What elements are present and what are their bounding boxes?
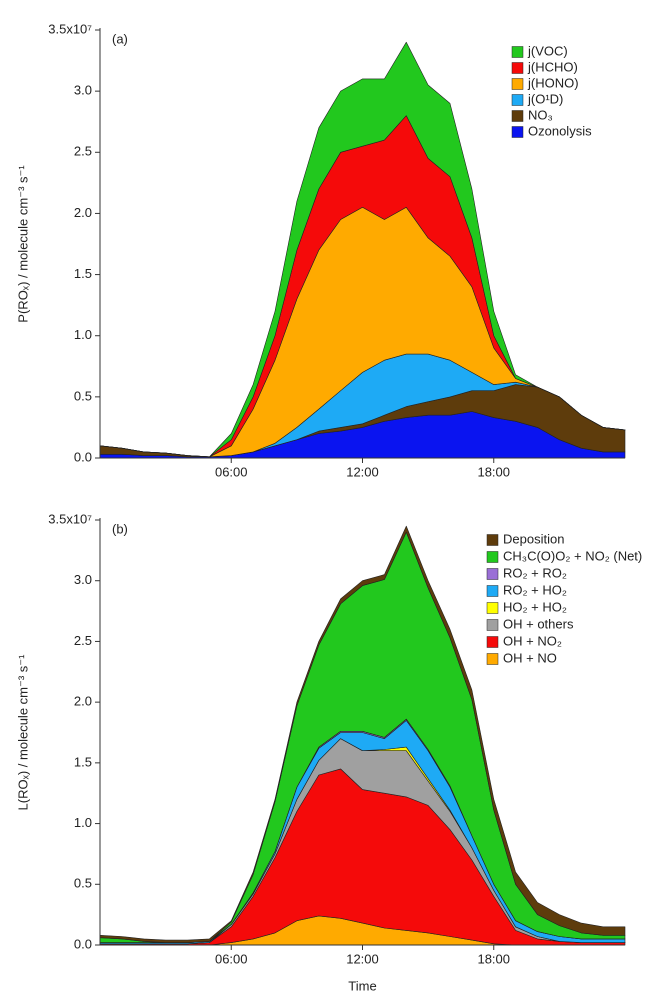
legend-label: OH + NO₂	[503, 633, 562, 648]
x-tick-label: 06:00	[215, 951, 248, 966]
y-tick-label: 2.0	[74, 205, 92, 220]
legend-label: OH + others	[503, 616, 574, 631]
y-tick-label: 1.5	[74, 266, 92, 281]
legend-swatch	[486, 653, 499, 665]
legend-swatch	[511, 94, 524, 106]
x-tick-label: 06:00	[215, 464, 248, 479]
y-tick-label: 1.0	[74, 327, 92, 342]
legend-swatch	[486, 568, 499, 580]
legend-swatch	[511, 78, 524, 90]
y-tick-label: 0.5	[74, 876, 92, 891]
legend-swatch	[486, 551, 499, 563]
legend-label: RO₂ + RO₂	[503, 565, 567, 580]
legend-swatch	[486, 636, 499, 648]
y-tick-label: 1.5	[74, 754, 92, 769]
legend-swatch	[511, 126, 524, 138]
y-axis-title: L(ROₓ) / molecule cm⁻³ s⁻¹	[15, 654, 30, 811]
legend-swatch	[486, 585, 499, 597]
legend-label: Ozonolysis	[528, 123, 592, 138]
y-tick-label: 0.5	[74, 388, 92, 403]
legend-swatch	[486, 534, 499, 546]
y-tick-label: 0.0	[74, 449, 92, 464]
legend-label: CH₃C(O)O₂ + NO₂ (Net)	[503, 548, 642, 563]
y-axis-title: P(ROₓ) / molecule cm⁻³ s⁻¹	[15, 165, 30, 323]
legend-label: j(O¹D)	[527, 91, 563, 106]
legend-label: RO₂ + HO₂	[503, 582, 567, 597]
x-tick-label: 12:00	[346, 464, 379, 479]
y-tick-label: 2.0	[74, 694, 92, 709]
legend-swatch	[511, 110, 524, 122]
legend-swatch	[486, 602, 499, 614]
legend-swatch	[511, 62, 524, 74]
y-tick-label: 3.5x10⁷	[48, 511, 92, 526]
legend-label: j(HONO)	[527, 75, 579, 90]
legend-swatch	[511, 46, 524, 58]
legend-label: Deposition	[503, 531, 564, 546]
y-tick-label: 3.0	[74, 572, 92, 587]
legend-label: OH + NO	[503, 650, 557, 665]
y-tick-label: 3.5x10⁷	[48, 21, 92, 36]
legend-label: j(VOC)	[527, 43, 568, 58]
panel-label: (a)	[112, 31, 128, 46]
x-tick-label: 12:00	[346, 951, 379, 966]
y-tick-label: 3.0	[74, 83, 92, 98]
y-tick-label: 2.5	[74, 633, 92, 648]
area	[99, 525, 626, 943]
x-axis-title: Time	[348, 978, 376, 993]
y-tick-label: 1.0	[74, 815, 92, 830]
legend-label: j(HCHO)	[527, 59, 578, 74]
y-tick-label: 2.5	[74, 144, 92, 159]
area	[99, 41, 626, 458]
x-tick-label: 18:00	[477, 464, 510, 479]
legend-label: NO₃	[528, 107, 553, 122]
panel-label: (b)	[112, 521, 128, 536]
legend-label: HO₂ + HO₂	[503, 599, 567, 614]
legend-swatch	[486, 619, 499, 631]
y-tick-label: 0.0	[74, 936, 92, 951]
x-tick-label: 18:00	[477, 951, 510, 966]
